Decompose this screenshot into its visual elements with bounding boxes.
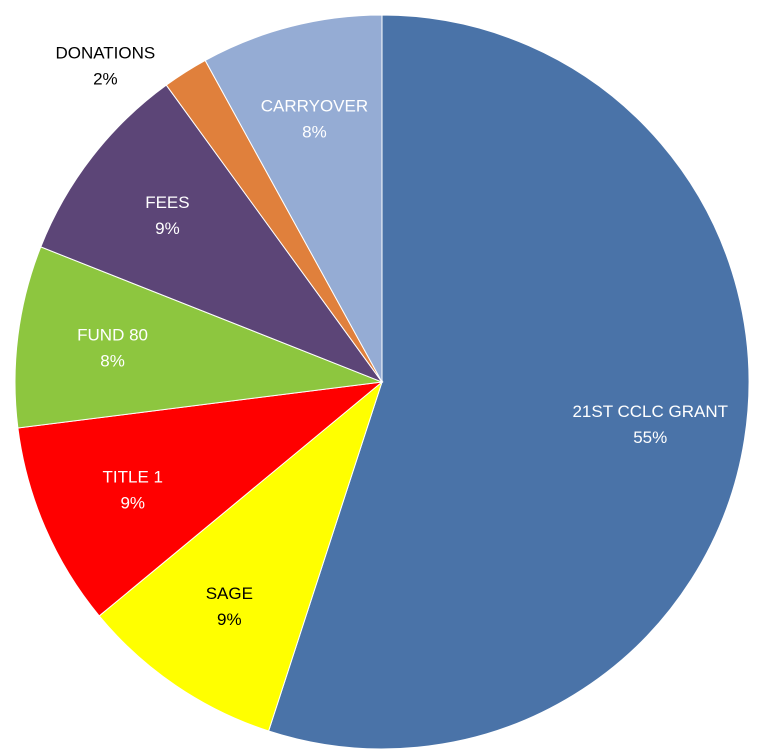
- value-label: 8%: [302, 122, 327, 141]
- slice-label: 21ST CCLC GRANT: [572, 402, 728, 421]
- slice-label: CARRYOVER: [261, 96, 368, 115]
- slice: [267, 14, 750, 749]
- slice: [204, 14, 383, 383]
- value-label: 55%: [633, 428, 667, 447]
- value-label: 2%: [93, 70, 118, 89]
- slice-label: SAGE: [206, 584, 253, 603]
- slice: [98, 380, 384, 732]
- slice: [40, 84, 384, 384]
- value-label: 9%: [155, 219, 180, 238]
- slice-label: FEES: [145, 193, 189, 212]
- slice-label: FUND 80: [77, 325, 148, 344]
- slice-label: DONATIONS: [55, 44, 155, 63]
- value-label: 9%: [217, 610, 242, 629]
- slice: [17, 381, 384, 617]
- value-label: 9%: [120, 493, 145, 512]
- slice-label: TITLE 1: [103, 467, 163, 486]
- slice: [14, 246, 383, 429]
- value-label: 8%: [100, 351, 125, 370]
